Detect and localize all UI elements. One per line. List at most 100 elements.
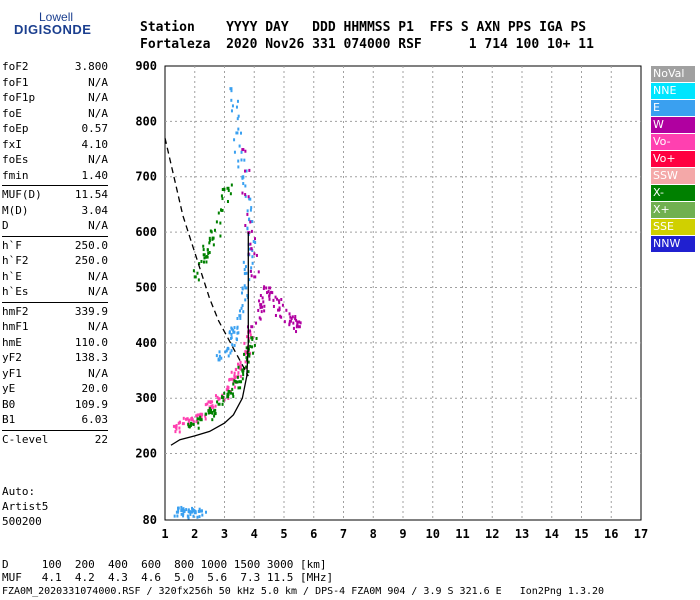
echo-point [232, 330, 236, 334]
echo-point [235, 380, 239, 384]
echo-point [248, 247, 251, 251]
echo-point [196, 419, 199, 423]
echo-point [238, 314, 242, 318]
param-key: D [2, 219, 9, 232]
param-row: B1 6.03 [2, 413, 108, 427]
density-profile-dashed [164, 137, 249, 377]
echo-point [210, 230, 213, 234]
echo-point [215, 220, 218, 224]
echo-point [231, 392, 234, 396]
param-row: yF1 N/A [2, 367, 108, 381]
x-tick-label: 11 [455, 527, 469, 541]
echo-point [283, 320, 286, 324]
param-value: 6.03 [81, 413, 109, 426]
param-row: yF2 138.3 [2, 351, 108, 365]
echo-point [258, 299, 261, 303]
echo-point [236, 317, 239, 321]
param-row: foE N/A [2, 107, 108, 121]
echo-point [173, 514, 176, 518]
echo-point [279, 314, 282, 318]
echo-point [180, 509, 183, 513]
echo-point [222, 396, 225, 400]
echo-point [177, 421, 180, 425]
echo-point [233, 379, 236, 383]
param-row: foEp 0.57 [2, 122, 108, 136]
echo-point [236, 362, 239, 366]
echo-point [243, 268, 246, 272]
echo-point [248, 217, 251, 221]
echo-point [231, 104, 234, 108]
echo-point [295, 330, 298, 334]
echo-point [265, 286, 268, 290]
param-key: h`F2 [2, 254, 29, 267]
legend-item: NNE [651, 83, 695, 99]
echo-point [208, 239, 211, 243]
echo-point [208, 409, 211, 413]
echo-point [243, 272, 246, 276]
param-key: yF2 [2, 351, 22, 364]
echo-point [227, 189, 230, 193]
echo-point [251, 255, 254, 259]
param-key: B0 [2, 397, 16, 411]
echo-point [232, 394, 235, 398]
echo-point [199, 418, 203, 422]
echo-point [177, 509, 180, 513]
echo-point [225, 349, 228, 353]
echo-point [214, 394, 217, 398]
echo-point [252, 240, 255, 244]
echo-point [244, 350, 248, 354]
echo-point [193, 509, 196, 513]
echo-point [261, 305, 264, 309]
echo-point [244, 149, 247, 153]
echo-point [236, 375, 239, 379]
echo-point [244, 360, 247, 364]
echo-point [208, 405, 212, 409]
legend-item: W [651, 117, 695, 133]
echo-point [227, 395, 230, 399]
echo-point [213, 412, 216, 416]
echo-point [234, 375, 237, 379]
echo-point [217, 402, 221, 406]
echo-point [247, 360, 250, 364]
echo-point [214, 408, 217, 412]
echo-point [288, 323, 291, 327]
echo-point [229, 192, 232, 196]
echo-point [220, 208, 224, 212]
x-tick-label: 1 [161, 527, 168, 541]
echo-point [235, 105, 238, 109]
echo-point [192, 422, 195, 426]
echo-point [240, 131, 243, 135]
footer-info: FZA0M_2020331074000.RSF / 320fx256h 50 k… [2, 586, 605, 597]
echo-point [274, 313, 277, 317]
echo-point [218, 354, 221, 358]
echo-point [237, 371, 240, 375]
echo-point [232, 382, 235, 386]
header-line-1: Station YYYY DAY DDD HHMMSS P1 FFS S AXN… [140, 20, 587, 35]
echo-point [233, 326, 236, 330]
echo-point [197, 417, 200, 421]
echo-point [213, 409, 216, 413]
echo-point [237, 114, 240, 118]
echo-point [245, 335, 248, 339]
echo-point [187, 422, 190, 426]
echo-point [262, 300, 265, 304]
echo-point [192, 269, 195, 273]
echo-point [288, 319, 292, 323]
echo-point [191, 509, 194, 513]
echo-point [246, 294, 249, 298]
param-key: hmF1 [2, 320, 29, 333]
echo-point [197, 278, 200, 282]
echo-point [200, 259, 203, 263]
echo-point [214, 404, 217, 408]
param-row: MUF(D) 11.54 [2, 188, 108, 202]
echo-point [236, 117, 239, 121]
echo-point [204, 403, 207, 407]
echo-point [259, 294, 262, 298]
echo-point [230, 183, 233, 187]
param-row: hmF2 339.9 [2, 305, 108, 319]
echo-point [242, 260, 245, 264]
echo-point [216, 400, 219, 404]
echo-point [261, 296, 264, 300]
echo-point [268, 292, 271, 296]
